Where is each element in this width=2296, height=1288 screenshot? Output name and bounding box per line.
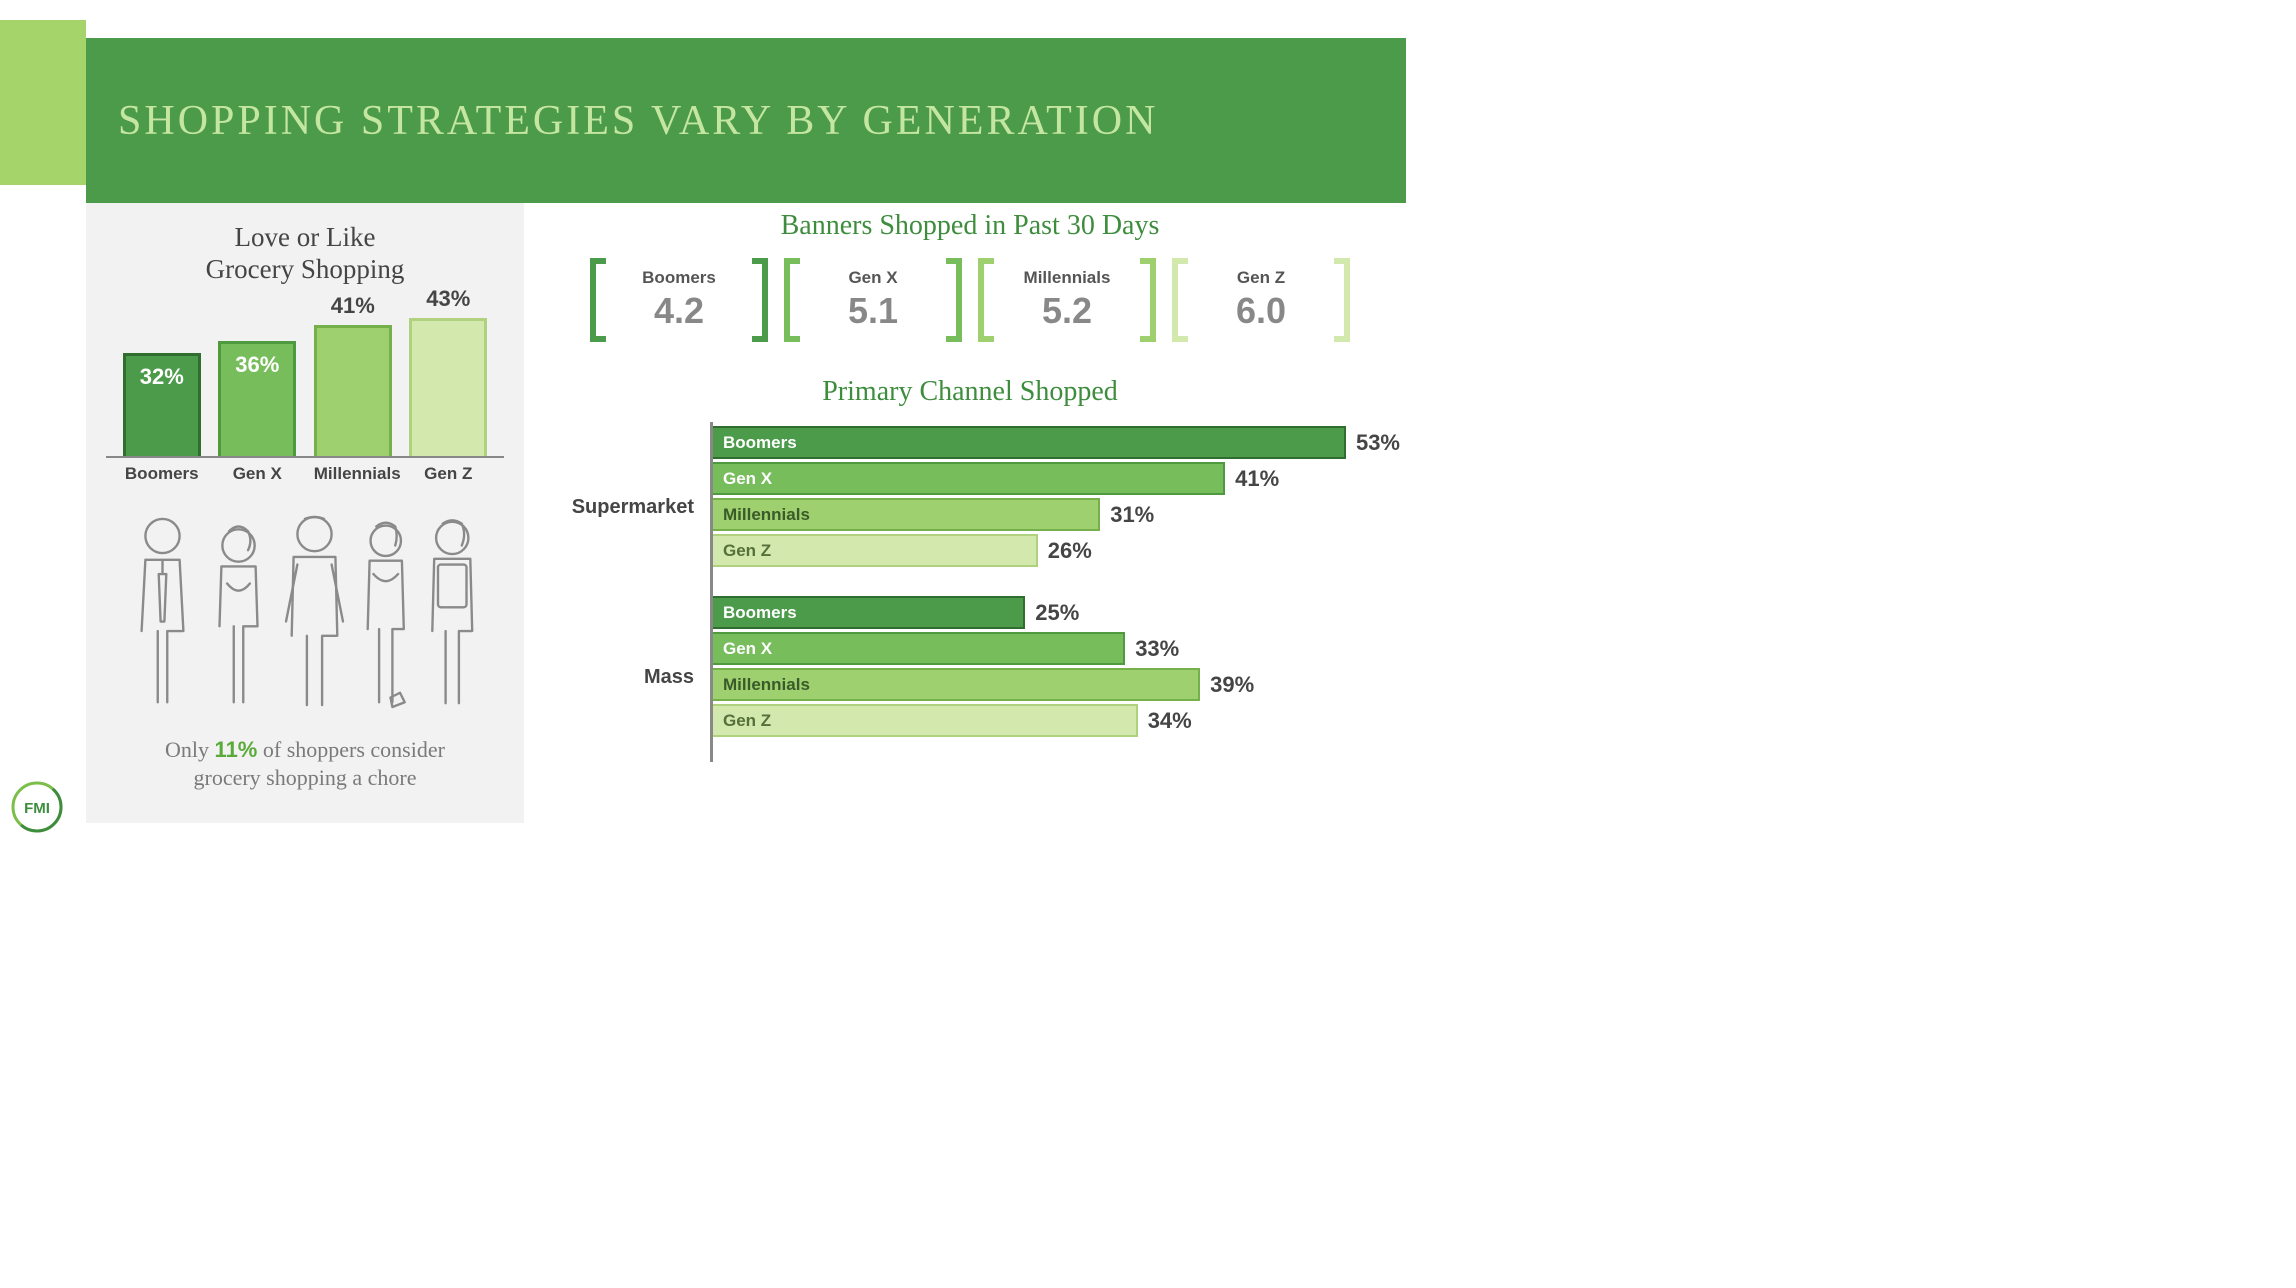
bar-value-label: 32%	[140, 364, 184, 390]
banner-value: 4.2	[654, 290, 704, 332]
love-like-categories: Boomers Gen X Millennials Gen Z	[106, 458, 504, 484]
hbar-row-millennials: Millennials 39%	[713, 668, 1400, 701]
bar-boomers: 32%	[123, 353, 201, 455]
bracket-left-icon	[978, 258, 994, 342]
bracket-left-icon	[784, 258, 800, 342]
love-like-panel: Love or Like Grocery Shopping 32%36%41%4…	[86, 203, 524, 823]
hbar-rect: Boomers	[713, 596, 1025, 629]
hbar-row-genz: Gen Z 26%	[713, 534, 1400, 567]
bar-value-label: 36%	[235, 352, 279, 378]
hbar-row-boomers: Boomers 53%	[713, 426, 1400, 459]
hbar-rect: Boomers	[713, 426, 1346, 459]
header-accent-tab	[0, 20, 86, 185]
banner-label: Gen X	[848, 268, 897, 288]
bracket-right-icon	[752, 258, 768, 342]
hbar-value-label: 31%	[1110, 502, 1154, 528]
hbar-value-label: 41%	[1235, 466, 1279, 492]
hbar-group-supermarket: Boomers 53% Gen X 41% Millennials 31% Gen Z 26%	[713, 422, 1400, 592]
hbar-value-label: 39%	[1210, 672, 1254, 698]
people-illustration	[106, 502, 504, 722]
channel-chart: SupermarketMass Boomers 53% Gen X 41% Millen…	[540, 422, 1400, 762]
banner-box-millennials: Millennials5.2	[978, 258, 1156, 342]
header-banner: SHOPPING STRATEGIES VARY BY GENERATION	[86, 38, 1406, 203]
fmi-logo: FMI	[10, 780, 64, 834]
bar-rect	[314, 325, 392, 456]
chore-text: Only 11% of shoppers consider grocery sh…	[106, 736, 504, 793]
hbar-row-boomers: Boomers 25%	[713, 596, 1400, 629]
hbar-row-genx: Gen X 33%	[713, 632, 1400, 665]
banner-value: 5.2	[1042, 290, 1092, 332]
channel-group-labels: SupermarketMass	[540, 422, 710, 762]
bracket-right-icon	[1140, 258, 1156, 342]
banner-boxes: Boomers4.2Gen X5.1Millennials5.2Gen Z6.0	[540, 258, 1400, 342]
banners-title: Banners Shopped in Past 30 Days	[540, 210, 1400, 242]
channel-hbar-chart: Boomers 53% Gen X 41% Millennials 31% Gen Z 26%…	[710, 422, 1400, 762]
chore-prefix: Only	[165, 737, 215, 762]
banner-label: Boomers	[642, 268, 716, 288]
bar-millennials: 41%	[314, 325, 392, 456]
hbar-value-label: 26%	[1048, 538, 1092, 564]
hbar-rect: Gen X	[713, 632, 1125, 665]
bar-category-label: Gen Z	[409, 464, 487, 484]
bracket-left-icon	[590, 258, 606, 342]
chore-mid: of shoppers consider	[257, 737, 445, 762]
love-like-title-l1: Love or Like	[235, 222, 376, 252]
hbar-row-genx: Gen X 41%	[713, 462, 1400, 495]
banner-value: 6.0	[1236, 290, 1286, 332]
right-area: Banners Shopped in Past 30 Days Boomers4…	[540, 210, 1400, 762]
hbar-value-label: 53%	[1356, 430, 1400, 456]
page-title: SHOPPING STRATEGIES VARY BY GENERATION	[118, 97, 1158, 145]
love-like-title: Love or Like Grocery Shopping	[106, 221, 504, 286]
bracket-left-icon	[1172, 258, 1188, 342]
hbar-rect: Millennials	[713, 668, 1200, 701]
banner-box-genx: Gen X5.1	[784, 258, 962, 342]
bracket-right-icon	[1334, 258, 1350, 342]
hbar-row-millennials: Millennials 31%	[713, 498, 1400, 531]
love-like-title-l2: Grocery Shopping	[206, 254, 405, 284]
hbar-group-mass: Boomers 25% Gen X 33% Millennials 39% Gen Z 34%	[713, 592, 1400, 762]
hbar-value-label: 25%	[1035, 600, 1079, 626]
bar-genx: 36%	[218, 341, 296, 456]
bar-rect: 36%	[218, 341, 296, 456]
channel-title: Primary Channel Shopped	[540, 376, 1400, 408]
hbar-rect: Millennials	[713, 498, 1100, 531]
bar-value-label: 41%	[331, 293, 375, 319]
channel-group-label: Mass	[540, 592, 710, 762]
bar-category-label: Boomers	[123, 464, 201, 484]
chore-line2: grocery shopping a chore	[194, 765, 417, 790]
hbar-value-label: 34%	[1148, 708, 1192, 734]
channel-group-label: Supermarket	[540, 422, 710, 592]
love-like-bar-chart: 32% 36% 41%43%	[106, 298, 504, 458]
bracket-right-icon	[946, 258, 962, 342]
bar-category-label: Gen X	[218, 464, 296, 484]
banner-box-boomers: Boomers4.2	[590, 258, 768, 342]
bar-value-label: 43%	[426, 286, 470, 312]
bar-category-label: Millennials	[314, 464, 392, 484]
banner-label: Gen Z	[1237, 268, 1285, 288]
svg-text:FMI: FMI	[24, 800, 50, 817]
bar-genz: 43%	[409, 318, 487, 456]
banner-label: Millennials	[1024, 268, 1111, 288]
hbar-row-genz: Gen Z 34%	[713, 704, 1400, 737]
banner-value: 5.1	[848, 290, 898, 332]
hbar-rect: Gen X	[713, 462, 1225, 495]
bar-rect: 32%	[123, 353, 201, 455]
bar-rect	[409, 318, 487, 456]
chore-percent: 11%	[215, 737, 258, 762]
hbar-value-label: 33%	[1135, 636, 1179, 662]
banner-box-genz: Gen Z6.0	[1172, 258, 1350, 342]
hbar-rect: Gen Z	[713, 704, 1138, 737]
hbar-rect: Gen Z	[713, 534, 1038, 567]
